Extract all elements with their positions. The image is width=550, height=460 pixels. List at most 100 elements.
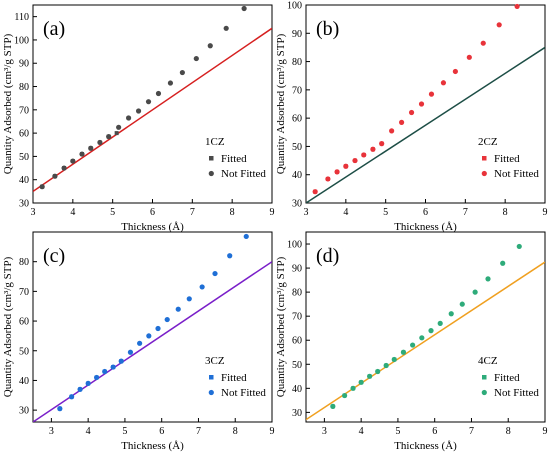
fitted-point <box>392 357 397 362</box>
y-tick-label: 90 <box>19 59 29 70</box>
panel-label: (a) <box>43 18 65 40</box>
not-fitted-point <box>227 253 233 259</box>
not-fitted-point <box>155 325 161 332</box>
fitted-point <box>78 387 83 392</box>
y-axis-label: Quantity Adsorbed (cm³/g STP) <box>275 33 287 174</box>
y-tick-label: 40 <box>292 384 302 395</box>
x-tick-label: 7 <box>463 207 468 218</box>
fitted-point <box>86 381 91 386</box>
not-fitted-point <box>466 54 472 60</box>
not-fitted-point <box>199 284 205 290</box>
plot-frame <box>32 231 273 423</box>
fitted-point <box>343 164 348 169</box>
panel-label: (d) <box>316 245 339 267</box>
x-tick-label: 9 <box>543 207 548 218</box>
not-fitted-point <box>145 99 152 105</box>
fit-line <box>306 46 545 203</box>
y-tick-label: 100 <box>287 1 302 12</box>
x-tick-label: 5 <box>383 207 388 218</box>
x-tick-label: 9 <box>270 426 275 437</box>
legend-not-fitted-label: Not Fitted <box>494 387 539 399</box>
x-tick-label: 3 <box>322 426 327 437</box>
y-axis-label: Quantity Adsorbed (cm³/g STP) <box>2 33 14 174</box>
legend-fitted-marker <box>482 156 487 161</box>
x-tick-label: 5 <box>110 207 115 218</box>
not-fitted-point <box>243 233 249 240</box>
x-tick-label: 3 <box>304 207 309 218</box>
fitted-point <box>40 184 45 189</box>
not-fitted-point <box>126 115 132 121</box>
x-axis-label: Thickness (Å) <box>394 440 457 452</box>
x-tick-label: 8 <box>506 426 511 437</box>
not-fitted-point <box>410 342 416 348</box>
x-tick-label: 4 <box>70 207 75 218</box>
x-tick-label: 4 <box>359 426 364 437</box>
y-tick-label: 70 <box>292 312 302 323</box>
legend-fitted-marker <box>209 156 214 161</box>
fitted-point <box>325 176 330 181</box>
fitted-point <box>335 169 340 174</box>
legend-title: 4CZ <box>478 355 498 367</box>
x-tick-label: 6 <box>423 207 428 218</box>
x-tick-label: 7 <box>196 426 201 437</box>
y-tick-label: 110 <box>14 12 29 23</box>
x-tick-label: 3 <box>31 207 36 218</box>
not-fitted-point <box>155 90 162 97</box>
plot-frame <box>305 231 546 423</box>
y-tick-label: 80 <box>19 257 29 268</box>
y-tick-label: 30 <box>19 406 29 417</box>
y-tick-label: 70 <box>19 105 29 116</box>
legend-fitted-marker <box>209 375 214 380</box>
fitted-point <box>88 146 93 151</box>
fitted-point <box>69 394 74 399</box>
y-axis-label: Quantity Adsorbed (cm³/g STP) <box>2 256 14 397</box>
not-fitted-point <box>193 55 199 62</box>
fitted-point <box>79 152 84 157</box>
y-tick-label: 80 <box>19 82 29 93</box>
x-tick-label: 8 <box>230 207 235 218</box>
fitted-point <box>379 141 384 146</box>
not-fitted-point <box>167 80 174 86</box>
y-tick-label: 30 <box>19 199 29 210</box>
x-axis-label: Thickness (Å) <box>121 440 184 452</box>
panel-1: 3 4 5 6 7 8 9 30 40 50 60 70 80 90 100 110 Thickness (Å)… <box>2 4 275 233</box>
not-fitted-point <box>408 109 415 116</box>
fitted-point <box>352 158 357 163</box>
y-tick-label: 50 <box>292 142 302 153</box>
fitted-point <box>57 406 62 411</box>
x-tick-label: 7 <box>469 426 474 437</box>
x-tick-label: 6 <box>159 426 164 437</box>
x-axis-label: Thickness (Å) <box>121 221 184 233</box>
x-tick-label: 7 <box>190 207 195 218</box>
not-fitted-point <box>186 296 192 302</box>
legend-fitted-label: Fitted <box>494 153 520 165</box>
fitted-point <box>119 359 124 364</box>
fitted-point <box>62 166 67 171</box>
not-fitted-point <box>212 270 218 277</box>
not-fitted-point <box>179 69 185 76</box>
fitted-point <box>367 374 372 379</box>
fitted-point <box>361 152 366 157</box>
not-fitted-point <box>175 306 181 312</box>
not-fitted-point <box>448 311 454 317</box>
fitted-point <box>351 386 356 391</box>
not-fitted-point <box>223 25 229 31</box>
not-fitted-point <box>480 40 486 46</box>
not-fitted-point <box>514 3 520 10</box>
y-tick-label: 50 <box>292 360 302 371</box>
not-fitted-point <box>500 260 506 266</box>
not-fitted-point <box>418 101 425 107</box>
not-fitted-point <box>389 128 395 134</box>
legend-not-fitted-marker <box>208 170 214 177</box>
x-tick-label: 8 <box>503 207 508 218</box>
y-tick-label: 40 <box>19 376 29 387</box>
fitted-point <box>106 134 111 139</box>
y-tick-label: 90 <box>292 29 302 40</box>
not-fitted-point <box>241 5 247 12</box>
fitted-point <box>52 174 57 179</box>
not-fitted-point <box>419 335 425 341</box>
not-fitted-point <box>440 80 447 86</box>
y-tick-label: 70 <box>292 85 302 96</box>
